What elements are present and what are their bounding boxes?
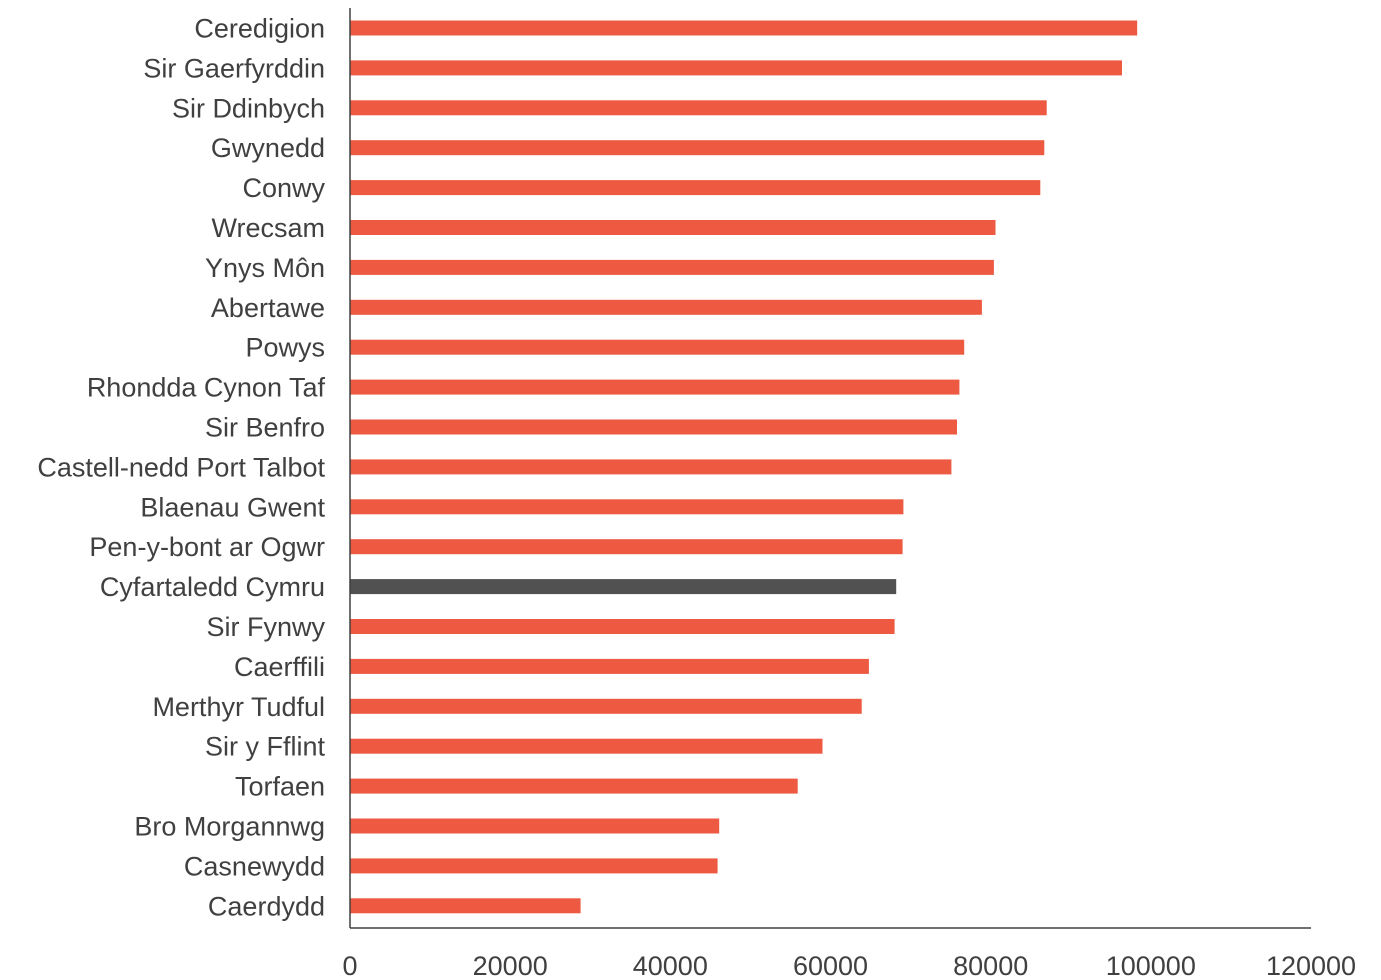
bar-blaenau-gwent [350,499,904,515]
bar-caerdydd [350,898,581,914]
bar-conwy [350,180,1041,196]
category-label-merthyr-tudful: Merthyr Tudful [152,692,325,722]
bar-bro-morgannwg [350,818,720,834]
category-label-rhondda-cynon-taf: Rhondda Cynon Taf [87,373,326,403]
bar-sir-fynwy [350,619,895,634]
bar-wrecsam [350,220,996,235]
bar-sir-benfro [350,419,957,435]
x-tick-label-120000: 120000 [1266,951,1356,980]
bar-ynys-mon [350,259,994,275]
category-label-sir-benfro: Sir Benfro [205,413,325,443]
x-tick-label-40000: 40000 [633,951,708,980]
category-label-gwynedd: Gwynedd [211,133,325,163]
bar-caerffili [350,658,869,674]
bars-layer [350,20,1138,914]
category-label-sir-ddinbych: Sir Ddinbych [172,93,325,123]
x-tick-label-100000: 100000 [1106,951,1196,980]
category-label-conwy: Conwy [242,173,325,203]
category-label-caerffili: Caerffili [234,652,325,682]
category-label-abertawe: Abertawe [211,293,325,323]
category-label-sir-y-fflint: Sir y Fflint [205,732,326,762]
category-label-pen-y-bont-ar-ogwr: Pen-y-bont ar Ogwr [89,532,325,562]
category-label-wrecsam: Wrecsam [211,213,325,243]
bar-pen-y-bont-ar-ogwr [350,539,903,555]
bar-rhondda-cynon-taf [350,379,960,395]
bar-sir-ddinbych [350,100,1047,116]
category-label-blaenau-gwent: Blaenau Gwent [140,492,325,522]
x-tick-label-60000: 60000 [793,951,868,980]
x-tick-label-80000: 80000 [953,951,1028,980]
bar-casnewydd [350,858,718,874]
bar-ceredigion [350,20,1138,36]
category-label-sir-fynwy: Sir Fynwy [206,612,325,642]
category-label-casnewydd: Casnewydd [184,851,325,881]
category-label-torfaen: Torfaen [235,772,325,802]
bar-sir-y-fflint [350,738,823,754]
x-tick-label-0: 0 [342,951,357,980]
category-label-powys: Powys [245,333,325,363]
x-tick-labels: 0 20000 40000 60000 80000 100000 120000 [342,951,1356,980]
bar-sir-gaerfyrddin [350,60,1122,76]
category-label-caerdydd: Caerdydd [208,891,325,921]
bar-merthyr-tudful [350,698,862,714]
bar-torfaen [350,778,798,794]
category-label-castell-nedd-port-talbot: Castell-nedd Port Talbot [37,452,325,482]
x-tick-label-20000: 20000 [473,951,548,980]
bar-powys [350,339,965,355]
category-labels: Ceredigion Sir Gaerfyrddin Sir Ddinbych Gwy… [37,14,325,922]
bar-castell-nedd-port-talbot [350,459,952,475]
category-label-sir-gaerfyrddin: Sir Gaerfyrddin [143,53,325,83]
bar-gwynedd [350,140,1045,156]
category-label-ceredigion: Ceredigion [194,14,325,44]
bar-cyfartaledd-cymru [350,579,897,595]
bar-abertawe [350,299,982,315]
category-label-bro-morgannwg: Bro Morgannwg [134,812,325,842]
category-label-ynys-mon: Ynys Môn [205,253,325,283]
category-label-cyfartaledd-cymru: Cyfartaledd Cymru [100,572,325,602]
